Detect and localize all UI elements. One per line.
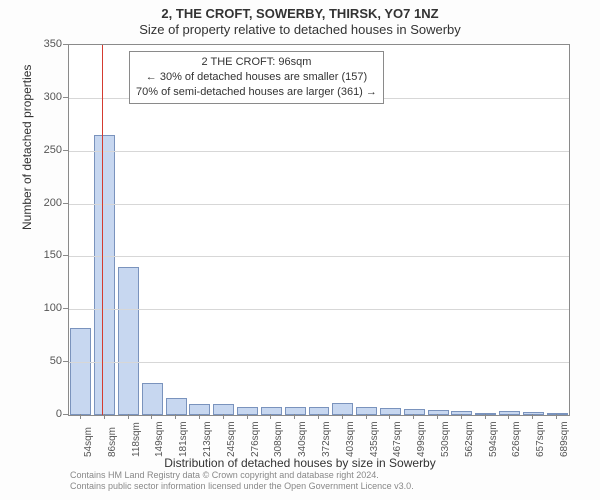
xtick-mark <box>175 414 176 419</box>
annotation-box: 2 THE CROFT: 96sqm ← 30% of detached hou… <box>129 51 384 104</box>
xtick-label: 530sqm <box>440 421 451 457</box>
ytick-label: 350 <box>22 38 62 50</box>
bar <box>166 398 187 415</box>
bar <box>475 413 496 415</box>
xtick-mark <box>104 414 105 419</box>
ytick-mark <box>63 97 68 98</box>
xtick-mark <box>342 414 343 419</box>
bar <box>356 407 377 415</box>
footnote: Contains HM Land Registry data © Crown c… <box>70 470 414 492</box>
footnote-line2: Contains public sector information licen… <box>70 481 414 492</box>
xtick-label: 403sqm <box>345 421 356 457</box>
ytick-label: 100 <box>22 302 62 314</box>
xtick-label: 657sqm <box>535 421 546 457</box>
bar <box>142 383 163 415</box>
xtick-mark <box>532 414 533 419</box>
ytick-mark <box>63 414 68 415</box>
xtick-label: 689sqm <box>559 421 570 457</box>
bar <box>499 411 520 415</box>
xtick-mark <box>270 414 271 419</box>
xtick-mark <box>199 414 200 419</box>
property-marker-line <box>102 45 104 415</box>
xtick-label: 213sqm <box>202 421 213 457</box>
xtick-mark <box>461 414 462 419</box>
ytick-mark <box>63 361 68 362</box>
gridline <box>69 204 569 205</box>
annotation-line2: ← 30% of detached houses are smaller (15… <box>136 70 377 85</box>
xtick-label: 467sqm <box>392 421 403 457</box>
xtick-label: 149sqm <box>154 421 165 457</box>
ytick-mark <box>63 150 68 151</box>
xtick-label: 340sqm <box>297 421 308 457</box>
xtick-label: 276sqm <box>250 421 261 457</box>
ytick-mark <box>63 308 68 309</box>
bar <box>332 403 353 415</box>
xtick-label: 562sqm <box>464 421 475 457</box>
xtick-mark <box>128 414 129 419</box>
bar <box>213 404 234 415</box>
xtick-mark <box>413 414 414 419</box>
xtick-mark <box>437 414 438 419</box>
bar <box>237 407 258 415</box>
xtick-label: 594sqm <box>488 421 499 457</box>
xtick-label: 118sqm <box>131 422 142 457</box>
annotation-line1: 2 THE CROFT: 96sqm <box>136 55 377 70</box>
xtick-label: 435sqm <box>369 421 380 457</box>
gridline <box>69 362 569 363</box>
xtick-label: 181sqm <box>178 421 189 457</box>
xtick-mark <box>366 414 367 419</box>
xtick-mark <box>508 414 509 419</box>
xtick-mark <box>247 414 248 419</box>
xtick-label: 626sqm <box>511 421 522 457</box>
chart-subtitle: Size of property relative to detached ho… <box>0 22 600 37</box>
bar <box>189 404 210 415</box>
xtick-mark <box>318 414 319 419</box>
xtick-mark <box>223 414 224 419</box>
chart-title: 2, THE CROFT, SOWERBY, THIRSK, YO7 1NZ <box>0 6 600 21</box>
xtick-mark <box>80 414 81 419</box>
xtick-label: 372sqm <box>321 421 332 457</box>
xtick-mark <box>485 414 486 419</box>
bar <box>94 135 115 415</box>
ytick-label: 150 <box>22 249 62 261</box>
xtick-label: 245sqm <box>226 421 237 457</box>
ytick-label: 50 <box>22 355 62 367</box>
ytick-label: 300 <box>22 91 62 103</box>
annotation-line3: 70% of semi-detached houses are larger (… <box>136 85 377 100</box>
xtick-label: 86sqm <box>107 427 118 457</box>
ytick-label: 250 <box>22 144 62 156</box>
bar <box>70 328 91 415</box>
ytick-label: 0 <box>22 408 62 420</box>
gridline <box>69 256 569 257</box>
ytick-label: 200 <box>22 197 62 209</box>
gridline <box>69 309 569 310</box>
bar <box>118 267 139 415</box>
footnote-line1: Contains HM Land Registry data © Crown c… <box>70 470 414 481</box>
xtick-label: 54sqm <box>83 427 94 457</box>
bar <box>451 411 472 415</box>
plot-area: 2 THE CROFT: 96sqm ← 30% of detached hou… <box>68 44 570 416</box>
ytick-mark <box>63 255 68 256</box>
gridline <box>69 151 569 152</box>
xtick-mark <box>294 414 295 419</box>
xtick-label: 499sqm <box>416 421 427 457</box>
xtick-label: 308sqm <box>273 421 284 457</box>
xtick-mark <box>556 414 557 419</box>
xtick-mark <box>151 414 152 419</box>
x-axis-label: Distribution of detached houses by size … <box>0 456 600 470</box>
ytick-mark <box>63 203 68 204</box>
xtick-mark <box>389 414 390 419</box>
ytick-mark <box>63 44 68 45</box>
